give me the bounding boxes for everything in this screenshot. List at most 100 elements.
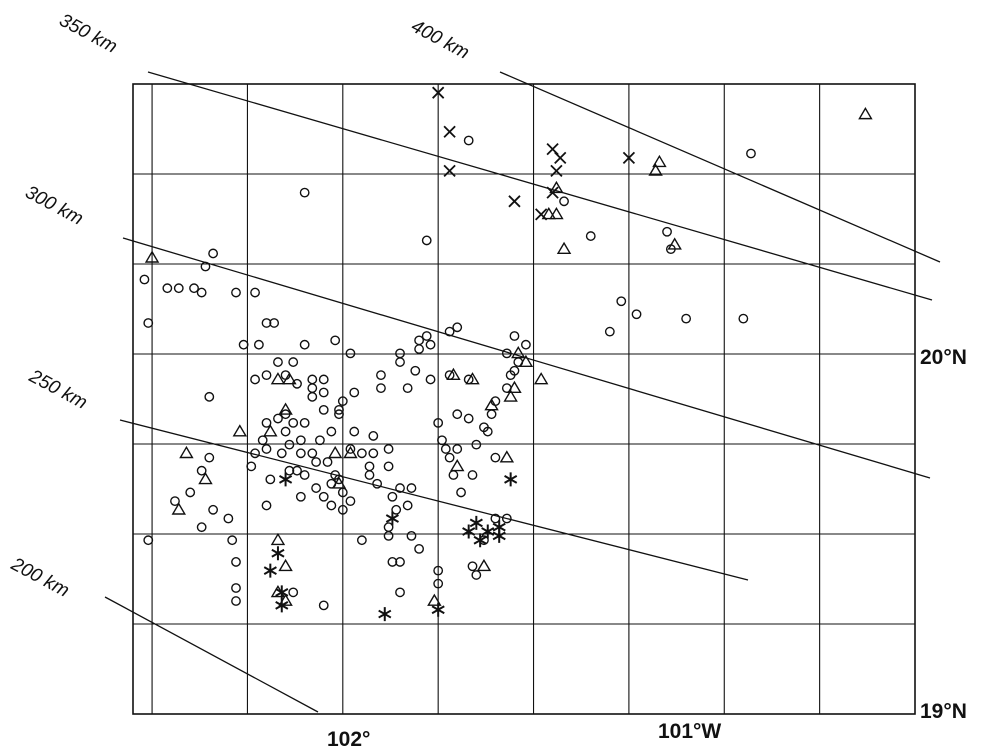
circle-symbol — [246, 461, 257, 472]
circle-symbol — [280, 409, 291, 420]
triangle-symbol — [144, 250, 160, 263]
circle-symbol — [383, 530, 394, 541]
circle-symbol — [414, 543, 424, 554]
circle-symbol — [318, 387, 329, 398]
circle-symbol — [261, 444, 272, 454]
circle-symbol — [406, 530, 417, 541]
circle-symbol — [410, 365, 421, 376]
longitude-label-101w: 101°W — [658, 720, 721, 743]
circle-symbol — [490, 452, 501, 463]
circle-symbol — [223, 513, 234, 524]
circle-symbol — [318, 600, 329, 611]
circle-symbol — [143, 318, 154, 328]
circle-symbol — [288, 587, 299, 598]
circle-symbol — [261, 370, 272, 381]
circle-symbol — [311, 457, 322, 467]
asterisk-symbol — [271, 546, 285, 561]
circle-symbol — [433, 417, 444, 428]
circle-symbol — [368, 431, 379, 441]
circle-symbol — [383, 444, 394, 454]
asterisk-symbol — [385, 511, 399, 526]
circle-symbol — [253, 339, 264, 350]
circle-symbol — [356, 448, 367, 459]
circle-symbol — [738, 313, 749, 324]
triangle-symbol — [427, 593, 442, 606]
circle-symbol — [444, 452, 455, 463]
triangle-symbol — [503, 389, 518, 402]
circle-symbol — [276, 448, 287, 459]
circle-symbol — [273, 413, 283, 424]
circle-symbol — [299, 470, 310, 480]
circle-symbol — [433, 578, 444, 589]
circle-symbol — [490, 513, 501, 524]
circle-symbol — [307, 383, 318, 394]
triangle-symbol — [179, 445, 194, 459]
asterisk-symbol — [469, 515, 483, 530]
circle-symbol — [196, 522, 207, 533]
circle-symbol — [269, 318, 280, 328]
asterisk-symbol — [278, 472, 293, 487]
circle-symbol — [318, 404, 329, 415]
circle-symbol — [261, 417, 272, 428]
circle-symbol — [299, 417, 310, 428]
circle-symbol — [284, 439, 295, 450]
circle-symbol — [440, 444, 451, 454]
triangle-symbol — [343, 445, 358, 459]
circle-symbol — [604, 326, 615, 337]
circle-symbol — [509, 331, 520, 341]
triangle-symbol — [533, 372, 549, 385]
circle-symbol — [452, 322, 463, 333]
circle-symbol — [395, 557, 405, 567]
circle-symbol — [425, 374, 436, 385]
cross-symbol — [554, 151, 567, 164]
circle-symbol — [395, 348, 405, 359]
circle-symbol — [376, 383, 386, 394]
circle-symbol — [482, 426, 493, 437]
circle-symbol — [208, 248, 219, 259]
circle-symbol — [185, 487, 196, 498]
circle-symbol — [231, 557, 241, 567]
asterisk-symbol — [378, 607, 392, 622]
circle-symbol — [250, 287, 260, 298]
triangle-symbol — [263, 424, 278, 437]
triangle-symbol — [858, 107, 873, 120]
circle-symbol — [616, 296, 627, 307]
circle-symbol — [395, 587, 405, 598]
circle-symbol — [330, 335, 341, 346]
circle-symbol — [414, 344, 424, 354]
event-symbols — [139, 86, 873, 622]
asterisk-symbol — [462, 524, 476, 539]
circle-symbol — [208, 504, 219, 515]
circle-symbol — [349, 426, 360, 437]
triangle-symbol — [446, 367, 461, 381]
triangle-symbol — [278, 558, 293, 572]
cross-symbol — [432, 86, 445, 99]
triangle-symbol — [270, 372, 286, 385]
circle-symbol — [280, 426, 291, 437]
circle-symbol — [391, 504, 402, 515]
circle-symbol — [402, 383, 413, 394]
circle-symbol — [295, 491, 306, 502]
triangle-symbol — [270, 584, 286, 598]
contour-label-400: 400 km — [408, 16, 473, 64]
circle-symbol — [326, 500, 337, 511]
circle-symbol — [318, 374, 329, 385]
circle-symbol — [318, 491, 329, 502]
circle-symbol — [345, 496, 356, 507]
triangle-symbol — [232, 424, 248, 437]
circle-symbol — [383, 461, 394, 472]
circle-symbol — [372, 478, 383, 489]
circle-symbol — [143, 535, 154, 546]
depth-contours — [104, 71, 941, 713]
circle-symbol — [337, 504, 348, 515]
circle-symbol — [292, 465, 302, 476]
triangle-symbol — [171, 502, 186, 515]
triangle-symbol — [549, 180, 564, 194]
contour-line-200 — [104, 596, 319, 713]
circle-symbol — [139, 274, 150, 285]
circle-symbol — [295, 435, 306, 446]
triangle-symbol — [282, 372, 297, 385]
circle-symbol — [288, 417, 299, 428]
circle-symbol — [311, 483, 322, 493]
